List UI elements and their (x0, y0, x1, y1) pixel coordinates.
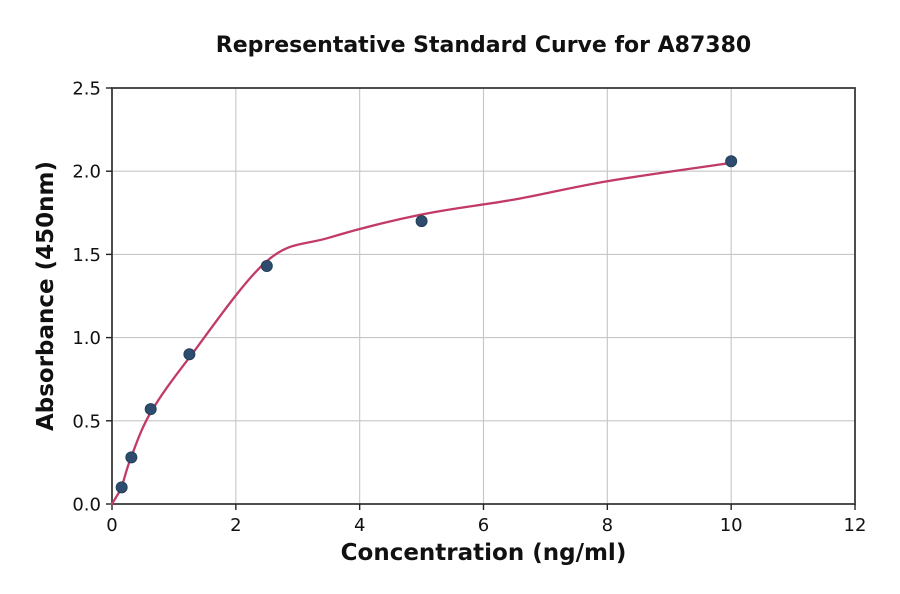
y-tick-label: 1.5 (72, 245, 101, 266)
y-tick-label: 2.0 (72, 162, 101, 183)
data-point (415, 215, 428, 228)
x-tick-label: 6 (478, 515, 489, 536)
x-tick-label: 0 (106, 515, 117, 536)
x-tick-label: 8 (602, 515, 613, 536)
y-tick-label: 2.5 (72, 79, 101, 100)
x-tick-label: 2 (230, 515, 241, 536)
y-axis-label: Absorbance (450nm) (33, 160, 59, 432)
data-point (725, 155, 738, 168)
fit-curve (110, 161, 733, 506)
y-tick-label: 0.0 (72, 495, 101, 516)
data-point (183, 348, 196, 361)
x-tick-label: 12 (844, 515, 867, 536)
data-point (125, 451, 138, 464)
data-point (144, 403, 157, 416)
x-tick-label: 10 (720, 515, 743, 536)
data-point (115, 481, 128, 494)
data-point (260, 260, 273, 273)
x-axis-label: Concentration (ng/ml) (340, 540, 627, 566)
chart-title: Representative Standard Curve for A87380 (215, 33, 752, 58)
x-tick-label: 4 (354, 515, 365, 536)
y-tick-label: 0.5 (72, 411, 101, 432)
y-tick-label: 1.0 (72, 328, 101, 349)
